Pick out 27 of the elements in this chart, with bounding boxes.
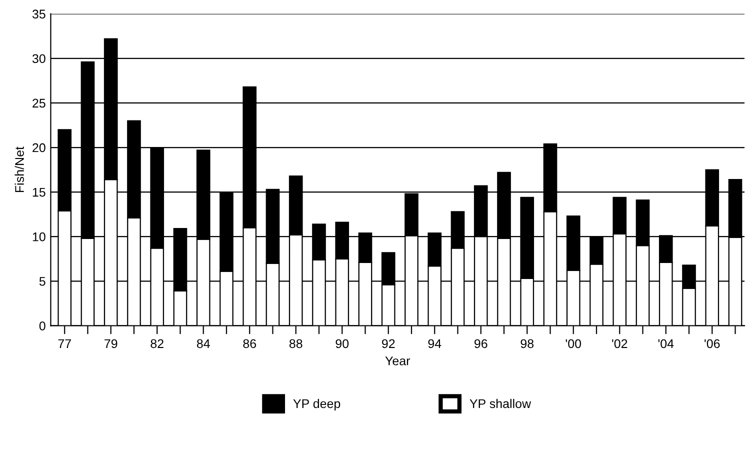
y-tick-label: 25 [32, 98, 46, 108]
legend-label: YP deep [293, 398, 340, 411]
y-tick-label: 0 [39, 322, 46, 330]
y-tick-label: 35 [32, 10, 46, 19]
x-tick-label: 84 [196, 339, 210, 348]
x-tick-label: 98 [520, 339, 534, 348]
x-tick-label: 90 [336, 339, 349, 348]
y-tick-label: 15 [32, 188, 46, 197]
x-tick-label: 96 [474, 339, 488, 348]
y-tick-label: 30 [32, 54, 46, 64]
x-tick-label: 94 [428, 339, 442, 348]
y-axis-title: Fish/Net [14, 146, 24, 192]
x-tick-label: 77 [58, 339, 71, 348]
x-tick-label: '02 [612, 339, 628, 348]
y-tick-label: 20 [32, 143, 46, 152]
x-tick-label: 82 [150, 339, 164, 348]
x-tick-label: 88 [289, 339, 302, 348]
y-tick-label: 10 [32, 232, 46, 242]
legend-label: YP shallow [470, 398, 532, 408]
x-tick-label: 86 [243, 339, 256, 348]
x-tick-label: '06 [704, 339, 720, 348]
x-axis-title: Year [385, 356, 410, 366]
x-tick-label: '04 [658, 339, 674, 348]
x-tick-label: 92 [382, 339, 395, 348]
y-tick-label: 5 [39, 277, 46, 286]
x-tick-label: '00 [566, 339, 582, 348]
x-tick-label: 79 [104, 339, 118, 348]
